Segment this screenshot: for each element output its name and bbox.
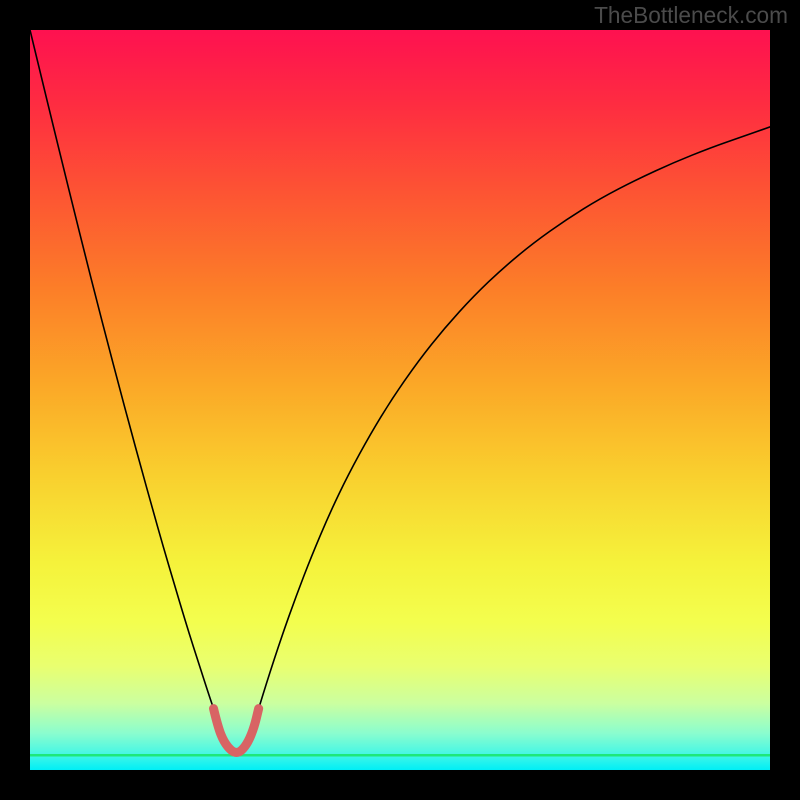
chart-svg bbox=[0, 0, 800, 800]
plot-background-gradient bbox=[30, 30, 770, 770]
bottleneck-chart: TheBottleneck.com bbox=[0, 0, 800, 800]
